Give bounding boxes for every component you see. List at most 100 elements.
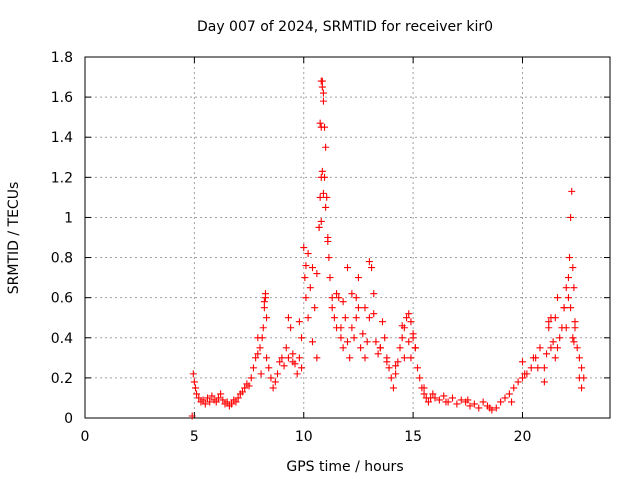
data-point	[328, 294, 336, 302]
data-point	[464, 396, 472, 404]
data-point	[348, 290, 356, 298]
data-point	[223, 398, 231, 406]
data-point	[549, 338, 557, 346]
data-point	[514, 378, 522, 386]
data-point	[449, 394, 456, 402]
data-point	[344, 264, 351, 272]
data-point	[394, 358, 402, 366]
data-point	[545, 324, 553, 332]
data-point	[269, 384, 277, 392]
data-point	[249, 364, 257, 372]
data-point	[357, 344, 365, 352]
data-point	[370, 310, 378, 318]
data-point	[263, 314, 271, 322]
data-point	[313, 354, 321, 362]
data-point	[346, 354, 354, 362]
data-point	[252, 354, 260, 362]
data-point	[201, 400, 209, 408]
data-points	[188, 77, 588, 420]
data-point	[403, 314, 411, 322]
data-point	[567, 304, 575, 312]
data-point	[569, 334, 577, 342]
data-point	[573, 344, 581, 352]
y-tick-label: 0.8	[51, 251, 73, 267]
data-point	[547, 344, 555, 352]
y-tick-label: 1.8	[51, 50, 73, 66]
data-point	[319, 89, 327, 97]
data-point	[228, 400, 236, 408]
data-point	[247, 374, 255, 382]
data-point	[575, 354, 583, 362]
data-point	[570, 284, 578, 292]
y-tick-label: 0.6	[51, 291, 73, 307]
data-point	[319, 97, 327, 105]
x-tick-label: 20	[514, 429, 532, 445]
data-point	[298, 364, 306, 372]
data-point	[554, 344, 561, 352]
data-point	[322, 143, 330, 151]
data-point	[259, 324, 267, 332]
data-point	[431, 394, 439, 402]
y-axis-ticks: 0 0.2 0.4 0.6 0.8 1 1.2 1.4 1.6 1.8	[51, 50, 610, 427]
data-point	[333, 290, 341, 298]
data-point	[435, 396, 443, 404]
data-point	[501, 394, 509, 402]
data-point	[339, 344, 347, 352]
data-point	[313, 270, 321, 278]
data-point	[429, 390, 437, 398]
x-axis-label: GPS time / hours	[286, 459, 403, 475]
data-point	[276, 358, 284, 366]
y-tick-label: 1	[64, 210, 73, 226]
data-point	[359, 330, 367, 338]
data-point	[301, 274, 309, 282]
data-point	[261, 290, 269, 298]
data-point	[191, 384, 199, 392]
data-point	[510, 384, 518, 392]
data-point	[257, 370, 265, 378]
data-point	[304, 250, 312, 258]
data-point	[317, 77, 325, 85]
data-point	[217, 390, 225, 398]
data-point	[536, 344, 544, 352]
data-point	[309, 264, 316, 272]
data-point	[416, 374, 424, 382]
data-point	[214, 394, 222, 402]
data-point	[267, 374, 275, 382]
x-tick-label: 0	[81, 429, 90, 445]
data-point	[475, 404, 483, 412]
data-point	[206, 398, 214, 406]
data-point	[328, 304, 336, 312]
data-point	[316, 193, 324, 201]
data-point	[411, 344, 419, 352]
data-point	[316, 119, 324, 127]
data-point	[361, 354, 369, 362]
data-point	[571, 324, 579, 332]
data-point	[508, 398, 516, 406]
data-point	[322, 203, 330, 211]
x-axis-ticks: 0 5 10 15 20	[81, 57, 532, 445]
data-point	[239, 388, 246, 396]
y-tick-label: 1.2	[51, 170, 73, 186]
data-point	[234, 394, 242, 402]
data-point	[245, 382, 253, 390]
data-point	[337, 324, 345, 332]
data-point	[295, 354, 303, 362]
data-point	[457, 396, 465, 404]
data-point	[414, 364, 421, 372]
data-point	[554, 294, 561, 302]
data-point	[365, 258, 373, 266]
data-point	[400, 354, 408, 362]
data-point	[383, 358, 391, 366]
data-point	[398, 334, 406, 342]
data-point	[361, 304, 369, 312]
data-point	[479, 398, 487, 406]
data-point	[278, 354, 286, 362]
y-tick-label: 1.6	[51, 90, 73, 106]
data-point	[263, 354, 271, 362]
data-point	[319, 189, 327, 197]
y-axis-label: SRMTID / TECUs	[6, 182, 22, 295]
data-point	[300, 244, 308, 252]
data-point	[189, 370, 197, 378]
data-point	[398, 322, 406, 330]
data-point	[453, 400, 461, 408]
